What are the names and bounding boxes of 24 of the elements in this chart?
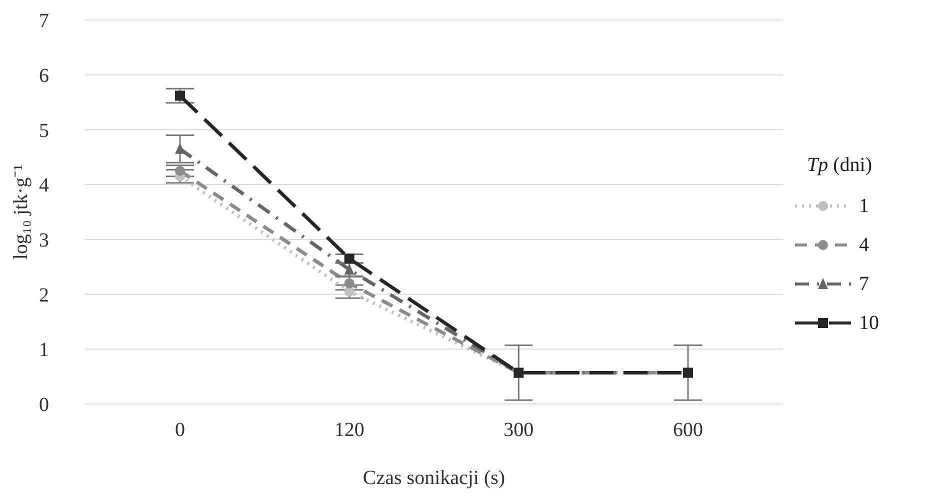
point xyxy=(344,286,354,297)
legend-label: 1 xyxy=(859,194,869,218)
legend-title: Tp (dni) xyxy=(807,154,874,176)
y-axis-title: log₁₀ jtk·g⁻¹ xyxy=(10,164,32,260)
point xyxy=(175,90,185,101)
y-tick-label: 7 xyxy=(39,10,49,32)
y-tick-label: 4 xyxy=(39,174,49,197)
point xyxy=(344,254,354,264)
legend-label: 7 xyxy=(859,272,869,296)
x-axis-title: Czas sonikacji (s) xyxy=(362,467,506,489)
y-tick-label: 5 xyxy=(39,120,49,142)
legend-label: 4 xyxy=(859,234,869,256)
y-tick-label: 0 xyxy=(39,394,49,416)
x-tick-label: 120 xyxy=(334,419,364,442)
y-tick-label: 6 xyxy=(39,64,49,87)
x-tick-label: 0 xyxy=(175,419,185,442)
x-tick-label: 600 xyxy=(673,419,703,442)
point xyxy=(175,142,185,154)
y-tick-label: 2 xyxy=(39,284,49,306)
y-tick-label: 1 xyxy=(39,339,49,362)
legend-label: 10 xyxy=(859,312,879,334)
x-tick-label: 300 xyxy=(504,419,534,442)
point xyxy=(175,166,185,176)
y-tick-label: 3 xyxy=(39,230,49,252)
